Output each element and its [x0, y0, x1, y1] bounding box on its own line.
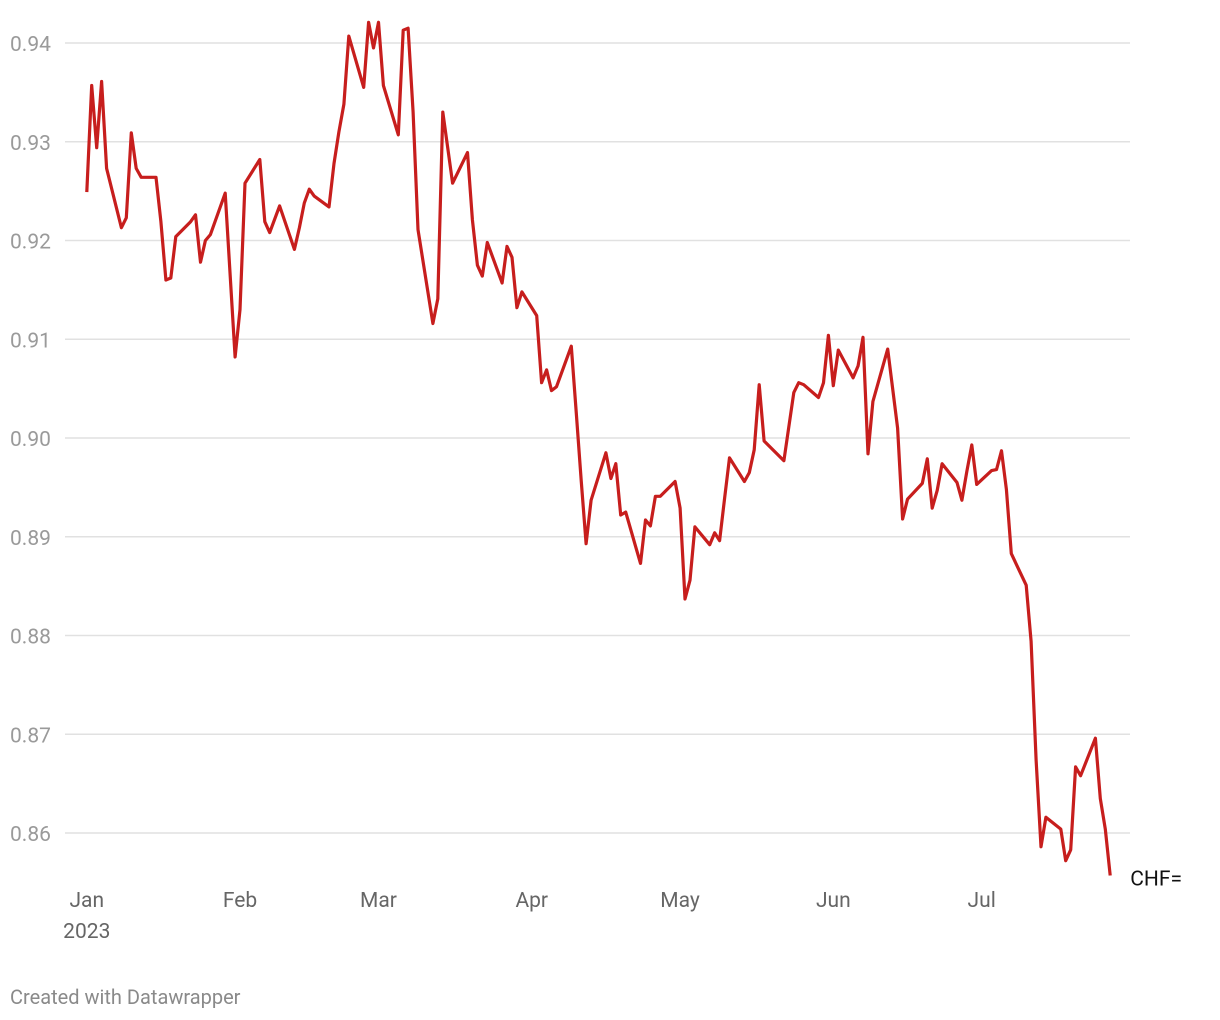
x-tick-label: Mar: [360, 889, 397, 913]
y-tick-label: 0.91: [10, 329, 51, 353]
y-tick-label: 0.87: [10, 724, 51, 748]
x-tick-label: Feb: [223, 889, 257, 913]
x-tick-label: Jan 2023: [63, 889, 110, 944]
y-tick-label: 0.90: [10, 428, 51, 452]
y-tick-label: 0.92: [10, 231, 51, 255]
x-tick-label: May: [660, 889, 700, 913]
credit: Created with Datawrapper: [10, 985, 241, 1009]
x-tick-label: Jun: [816, 889, 851, 913]
x-tick-label: Jul: [968, 889, 996, 913]
y-tick-label: 0.94: [10, 33, 51, 57]
y-tick-label: 0.86: [10, 823, 51, 847]
x-tick-label: Apr: [515, 889, 548, 913]
y-tick-label: 0.93: [10, 132, 51, 156]
y-tick-label: 0.89: [10, 527, 51, 551]
series-label: CHF=: [1130, 867, 1182, 891]
series-line: [85, 20, 1112, 876]
y-tick-label: 0.88: [10, 626, 51, 650]
